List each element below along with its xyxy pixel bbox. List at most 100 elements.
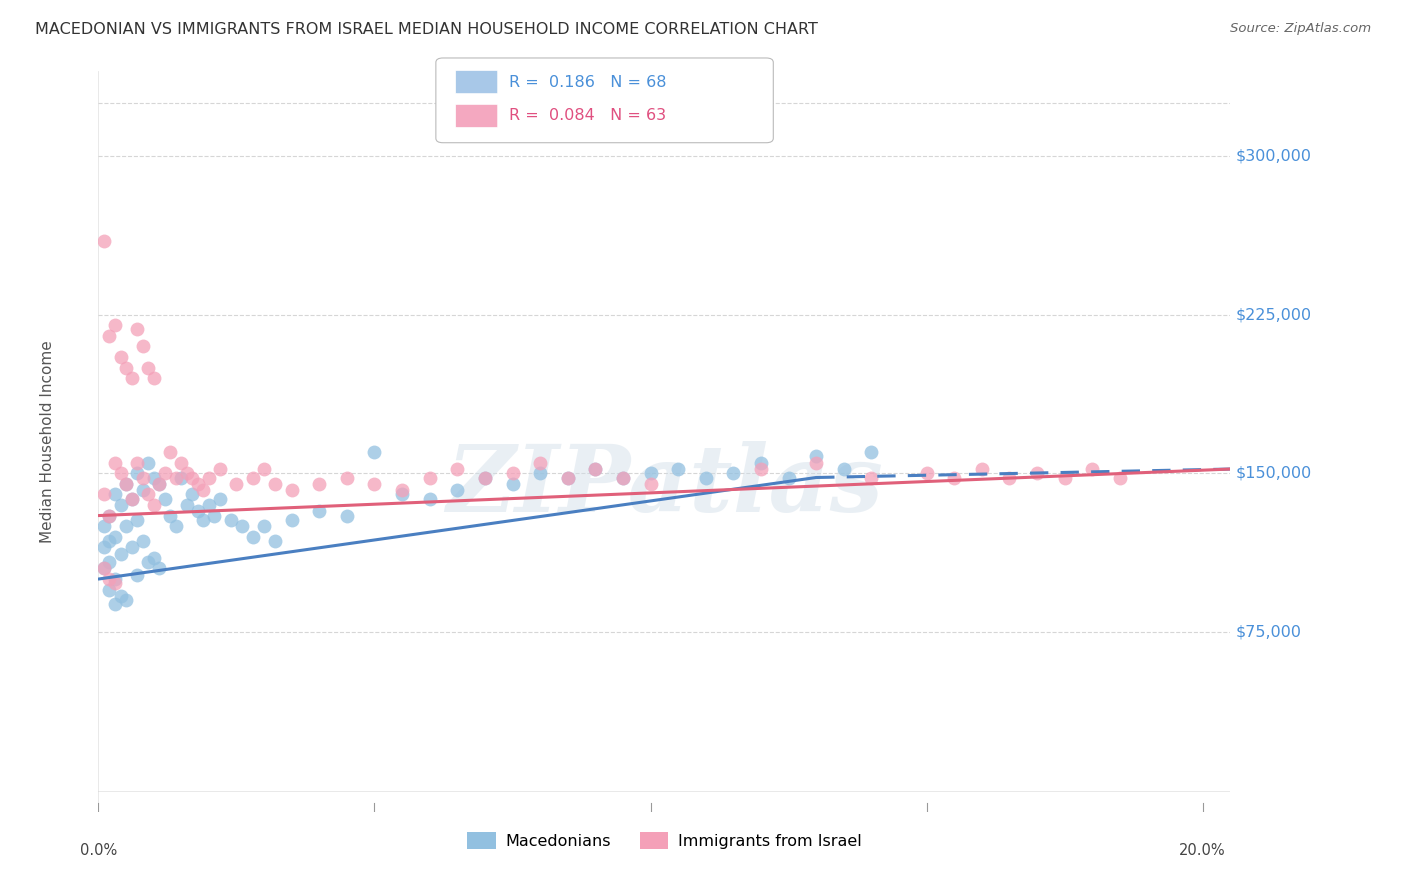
Point	[187, 504, 209, 518]
Text: R =  0.186   N = 68: R = 0.186 N = 68	[509, 75, 666, 89]
Point	[142, 371, 165, 385]
Point	[136, 456, 159, 470]
Point	[193, 513, 215, 527]
Point	[231, 519, 253, 533]
Point	[529, 467, 551, 481]
Text: $225,000: $225,000	[1236, 307, 1312, 322]
Point	[121, 541, 143, 555]
Text: $150,000: $150,000	[1236, 466, 1312, 481]
Point	[1026, 467, 1049, 481]
Point	[104, 572, 127, 586]
Point	[153, 467, 176, 481]
Point	[529, 456, 551, 470]
Point	[502, 467, 524, 481]
Point	[474, 470, 496, 484]
Point	[336, 470, 359, 484]
Point	[121, 371, 143, 385]
Point	[832, 462, 855, 476]
Text: $75,000: $75,000	[1236, 624, 1302, 640]
Point	[110, 547, 132, 561]
Point	[915, 467, 938, 481]
Point	[749, 462, 772, 476]
Point	[695, 470, 717, 484]
Point	[280, 513, 302, 527]
Point	[860, 445, 883, 459]
Point	[115, 593, 138, 607]
Point	[253, 462, 276, 476]
Point	[159, 445, 181, 459]
Point	[125, 322, 148, 336]
Point	[104, 576, 127, 591]
Point	[804, 450, 827, 464]
Point	[391, 483, 413, 498]
Point	[202, 508, 225, 523]
Point	[749, 456, 772, 470]
Point	[115, 519, 138, 533]
Point	[98, 508, 121, 523]
Point	[142, 498, 165, 512]
Point	[148, 561, 170, 575]
Point	[557, 470, 579, 484]
Point	[446, 462, 468, 476]
Text: $300,000: $300,000	[1236, 148, 1312, 163]
Point	[131, 533, 153, 548]
Point	[583, 462, 606, 476]
Point	[93, 561, 115, 575]
Point	[104, 487, 127, 501]
Point	[110, 467, 132, 481]
Point	[131, 483, 153, 498]
Legend: Macedonians, Immigrants from Israel: Macedonians, Immigrants from Israel	[461, 825, 868, 855]
Point	[104, 598, 127, 612]
Point	[208, 462, 231, 476]
Point	[121, 491, 143, 506]
Point	[176, 498, 198, 512]
Point	[181, 470, 204, 484]
Point	[104, 318, 127, 333]
Point	[198, 498, 221, 512]
Point	[115, 476, 138, 491]
Point	[474, 470, 496, 484]
Point	[640, 467, 662, 481]
Point	[264, 476, 287, 491]
Text: R =  0.084   N = 63: R = 0.084 N = 63	[509, 109, 666, 123]
Point	[115, 360, 138, 375]
Point	[93, 561, 115, 575]
Point	[110, 350, 132, 364]
Point	[943, 470, 966, 484]
Point	[242, 470, 264, 484]
Point	[242, 530, 264, 544]
Point	[181, 487, 204, 501]
Point	[860, 470, 883, 484]
Text: Source: ZipAtlas.com: Source: ZipAtlas.com	[1230, 22, 1371, 36]
Point	[125, 513, 148, 527]
Point	[723, 467, 745, 481]
Point	[804, 456, 827, 470]
Point	[612, 470, 634, 484]
Point	[98, 328, 121, 343]
Point	[640, 476, 662, 491]
Point	[125, 456, 148, 470]
Point	[121, 491, 143, 506]
Point	[446, 483, 468, 498]
Point	[170, 470, 193, 484]
Point	[136, 487, 159, 501]
Point	[419, 491, 441, 506]
Point	[165, 519, 187, 533]
Point	[583, 462, 606, 476]
Point	[110, 589, 132, 603]
Point	[336, 508, 359, 523]
Point	[612, 470, 634, 484]
Point	[104, 530, 127, 544]
Point	[153, 491, 176, 506]
Point	[502, 476, 524, 491]
Point	[148, 476, 170, 491]
Point	[193, 483, 215, 498]
Point	[225, 476, 247, 491]
Point	[391, 487, 413, 501]
Point	[198, 470, 221, 484]
Point	[142, 470, 165, 484]
Point	[363, 445, 385, 459]
Point	[125, 567, 148, 582]
Point	[98, 572, 121, 586]
Point	[998, 470, 1021, 484]
